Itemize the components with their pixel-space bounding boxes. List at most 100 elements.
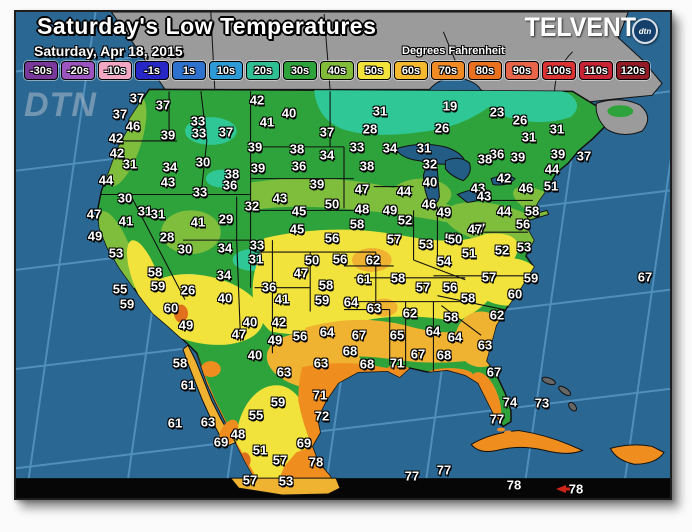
- legend-swatch-120s: 120s: [616, 61, 650, 80]
- temp-label: 71: [312, 387, 328, 403]
- temp-label: 30: [195, 154, 211, 170]
- temp-label: 50: [304, 252, 320, 268]
- temp-label: 51: [543, 178, 559, 194]
- temperature-labels-layer: 37 37 37 46 42 39 33 33 37 42 31 34 30 44 43 38 36 33 30 47…: [16, 12, 670, 498]
- temp-label: 30: [177, 241, 193, 257]
- temp-label: 59: [314, 292, 330, 308]
- bahamas-islands: [541, 376, 578, 412]
- temp-label: 44: [98, 172, 114, 188]
- temp-label: 34: [217, 240, 233, 256]
- temp-label: 34: [162, 159, 178, 175]
- temp-label: 39: [250, 160, 266, 176]
- legend-swatch--20s: -20s: [61, 61, 95, 80]
- temp-label: 60: [507, 286, 523, 302]
- temp-label: 56: [324, 230, 340, 246]
- state-borders: [99, 91, 533, 372]
- temp-label: 31: [549, 121, 565, 137]
- temp-label: 36: [222, 177, 238, 193]
- temp-label: 26: [180, 282, 196, 298]
- temp-label: 61: [167, 415, 183, 431]
- temp-label: 42: [109, 145, 125, 161]
- temp-label: 38: [359, 158, 375, 174]
- temp-label: 31: [248, 251, 264, 267]
- units-label: Degrees Fahrenheit: [402, 45, 505, 57]
- maritimes: [595, 99, 649, 135]
- temp-label: 39: [510, 149, 526, 165]
- temp-label: 51: [461, 245, 477, 261]
- temp-label: 53: [418, 236, 434, 252]
- baja-tip: [219, 419, 239, 446]
- temp-label: 59: [119, 296, 135, 312]
- temp-label: 29: [218, 211, 234, 227]
- temp-label: 67: [486, 364, 502, 380]
- temp-label: 53: [278, 473, 294, 489]
- red-arrow-tail: [564, 487, 570, 491]
- temp-label: 34: [382, 140, 398, 156]
- temp-label: 33: [349, 139, 365, 155]
- temp-label: 47: [293, 265, 309, 281]
- mexico-band-patch: [229, 477, 341, 496]
- dtn-logo-badge: dtn: [632, 18, 658, 44]
- temp-label: 48: [230, 426, 246, 442]
- legend-swatch--30s: -30s: [24, 61, 58, 80]
- temp-label: 56: [292, 328, 308, 344]
- temp-label: 34: [319, 147, 335, 163]
- temp-label: 67: [410, 346, 426, 362]
- temp-label: 53: [108, 245, 124, 261]
- temp-label: 31: [416, 140, 432, 156]
- temp-label: 64: [343, 294, 359, 310]
- legend-swatch-30s: 30s: [283, 61, 317, 80]
- temp-label: 40: [247, 347, 263, 363]
- temp-label: 36: [291, 158, 307, 174]
- legend-swatch-1s: 1s: [172, 61, 206, 80]
- temp-label: 57: [386, 231, 402, 247]
- temp-label: 77: [404, 468, 420, 484]
- temp-label: 74: [502, 394, 518, 410]
- temp-label: 58: [524, 203, 540, 219]
- temp-label: 58: [349, 216, 365, 232]
- baja-peninsula: [182, 344, 237, 447]
- temp-label: 63: [276, 364, 292, 380]
- temp-label: 58: [460, 290, 476, 306]
- temp-label: 38: [289, 141, 305, 157]
- great-lakes: [394, 143, 516, 205]
- temp-label: 44: [544, 161, 560, 177]
- temp-label: 37: [129, 90, 145, 106]
- map-overlay: Saturday's Low Temperatures Saturday, Ap…: [16, 12, 670, 498]
- temp-label: 49: [382, 202, 398, 218]
- temp-label: 46: [125, 118, 141, 134]
- temp-label: 53: [516, 239, 532, 255]
- temp-label: 41: [274, 291, 290, 307]
- legend-swatch-40s: 40s: [320, 61, 354, 80]
- temp-label: 39: [160, 127, 176, 143]
- hispaniola-island: [609, 444, 665, 465]
- temp-label: 37: [155, 97, 171, 113]
- map-canvas: [16, 12, 670, 498]
- temp-label: 65: [389, 327, 405, 343]
- temp-label: 39: [309, 176, 325, 192]
- temp-label: 43: [470, 180, 486, 196]
- telvent-logo: TELVENT: [524, 12, 636, 42]
- temp-label: 30: [117, 190, 133, 206]
- temp-label: 41: [190, 214, 206, 230]
- temp-label: 57: [272, 452, 288, 468]
- temp-label: 47: [231, 326, 247, 342]
- temp-label: 63: [366, 300, 382, 316]
- temp-label: 40: [242, 314, 258, 330]
- temp-label: 47: [470, 220, 486, 236]
- temp-label: 64: [425, 323, 441, 339]
- temp-label: 50: [444, 230, 460, 246]
- temp-label: 58: [443, 309, 459, 325]
- legend-swatch-110s: 110s: [579, 61, 613, 80]
- temp-label: 61: [356, 271, 372, 287]
- temp-label: 43: [272, 190, 288, 206]
- temp-label: 62: [489, 307, 505, 323]
- temp-label: 38: [224, 166, 240, 182]
- legend-swatch-50s: 50s: [357, 61, 391, 80]
- temp-label: 43: [476, 188, 492, 204]
- legend-swatch-90s: 90s: [505, 61, 539, 80]
- temp-label: 45: [289, 221, 305, 237]
- temp-label: 52: [494, 242, 510, 258]
- temp-label: 68: [359, 356, 375, 372]
- temp-label: 67: [637, 269, 653, 285]
